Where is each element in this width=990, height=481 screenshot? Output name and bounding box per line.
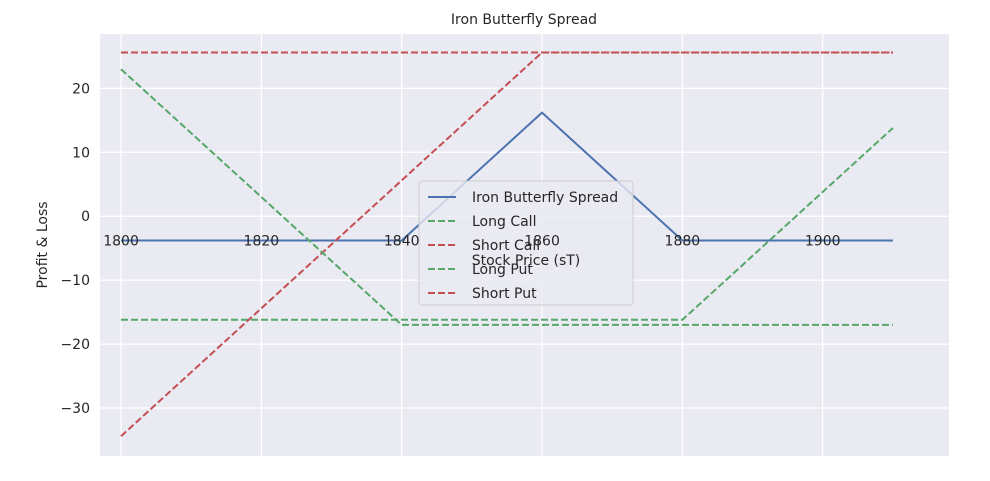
legend-entry-label: Short Put: [472, 286, 537, 302]
legend-entry-label: Long Put: [472, 262, 533, 278]
x-tick-label: 1820: [244, 234, 280, 250]
y-tick-label: 10: [72, 145, 90, 161]
y-tick-label: −10: [60, 273, 90, 289]
x-tick-label: 1900: [805, 234, 841, 250]
series-line-long-put: [120, 68, 893, 326]
y-tick-label: −30: [60, 401, 90, 417]
x-tick-labels: 1800 1820 1840 1860 1880 1900: [103, 234, 840, 250]
y-tick-label: 20: [72, 81, 90, 97]
y-tick-label: −20: [60, 337, 90, 353]
x-tick-label: 1880: [665, 234, 701, 250]
chart-title: Iron Butterfly Spread: [451, 12, 597, 28]
x-axis-label: Stock Price (sT): [472, 253, 581, 269]
x-tick-label: 1800: [103, 234, 139, 250]
y-axis-label: Profit & Loss: [35, 201, 51, 288]
legend-entry-label: Iron Butterfly Spread: [472, 190, 618, 206]
series-line-long-call: [121, 127, 894, 321]
legend-entry-label: Long Call: [472, 214, 536, 230]
x-tick-label: 1860: [524, 234, 560, 250]
y-tick-label: 0: [81, 209, 90, 225]
legend-entry-label: Short Call: [472, 238, 540, 254]
series-lines: [120, 51, 894, 437]
y-tick-labels: −30 −20 −10 0 10 20: [60, 81, 90, 417]
legend: Iron Butterfly Spread Long Call Short Call…: [418, 180, 634, 306]
legend-box: [418, 180, 634, 306]
x-tick-label: 1840: [384, 234, 420, 250]
